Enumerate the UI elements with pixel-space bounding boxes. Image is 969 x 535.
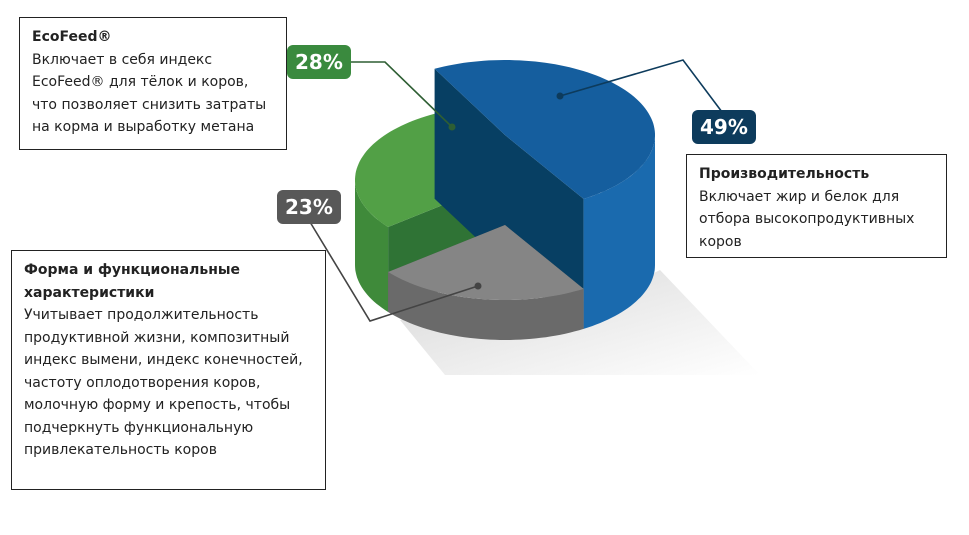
slice-productivity-top — [434, 60, 655, 199]
productivity-description-box: Производительность Включает жир и белок … — [686, 154, 947, 258]
conformation-leader-line — [309, 221, 479, 322]
conformation-description: Учитывает продолжительность продуктивной… — [24, 307, 303, 458]
conformation-leader-dot — [474, 282, 482, 290]
productivity-description: Включает жир и белок для отбора высокопр… — [699, 188, 915, 250]
productivity-leader-dot — [556, 92, 564, 100]
slice-ecofeed-top — [355, 113, 505, 227]
ecofeed-percent-badge: 28% — [287, 45, 351, 79]
conformation-percent-badge: 23% — [277, 190, 341, 224]
conformation-description-box: Форма и функциональные характеристики Уч… — [11, 250, 326, 490]
productivity-leader-line — [559, 59, 723, 113]
slice-productivity-side — [583, 135, 655, 329]
conformation-title: Форма и функциональные характеристики — [24, 262, 241, 301]
productivity-title: Производительность — [699, 166, 870, 182]
productivity-percent-badge: 49% — [692, 110, 756, 144]
slice-conformation-top — [388, 225, 584, 300]
ecofeed-leader-line — [350, 61, 453, 128]
ecofeed-description-box: EcoFeed® Включает в себя индекс EcoFeed®… — [19, 17, 287, 150]
slice-productivity-wall-0 — [434, 68, 505, 265]
slice-ecofeed-side — [355, 180, 389, 312]
ecofeed-title: EcoFeed® — [32, 29, 112, 45]
ecofeed-description: Включает в себя индекс EcoFeed® для тёло… — [32, 51, 267, 136]
ecofeed-leader-dot — [448, 123, 456, 131]
slice-conformation-side — [388, 272, 584, 340]
